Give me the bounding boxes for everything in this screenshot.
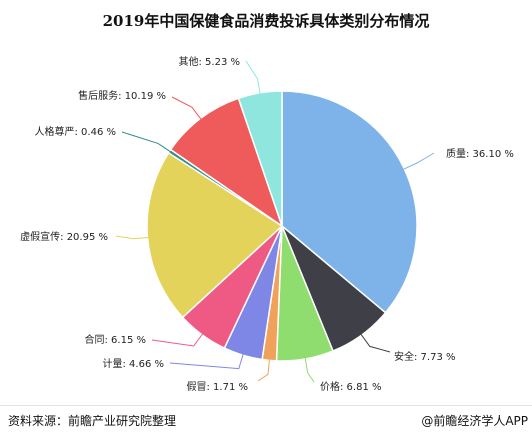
leader-line-10 xyxy=(245,60,262,97)
leader-line-7 xyxy=(115,235,152,240)
slice-label-10: 其他: 5.23 % xyxy=(179,55,241,68)
leader-lines xyxy=(115,60,435,383)
leader-line-4 xyxy=(257,356,271,382)
slice-label-7: 虚假宣传: 20.95 % xyxy=(20,230,108,243)
leader-line-6 xyxy=(151,331,205,347)
pie-slices xyxy=(146,90,418,362)
leader-line-8 xyxy=(121,131,174,154)
slice-label-9: 售后服务: 10.19 % xyxy=(78,89,166,102)
leader-line-3 xyxy=(304,354,315,383)
slice-label-3: 价格: 6.81 % xyxy=(320,380,382,393)
chart-title: 2019年中国保健食品消费投诉具体类别分布情况 xyxy=(103,12,430,30)
leader-line-2 xyxy=(358,331,391,353)
slice-label-6: 合同: 6.15 % xyxy=(85,333,147,346)
leader-line-9 xyxy=(171,96,204,122)
footer-divider xyxy=(0,405,532,406)
source-note: 资料来源：前瞻产业研究院整理 xyxy=(8,414,177,428)
leader-line-5 xyxy=(169,351,245,370)
slice-label-1: 质量: 36.10 % xyxy=(446,148,514,160)
brand-credit: @前瞻经济学人APP xyxy=(421,412,528,429)
slice-label-5: 计量: 4.66 % xyxy=(103,357,165,370)
slice-labels: 质量: 36.10 % 安全: 7.73 % 价格: 6.81 % 假冒: 1.71 … xyxy=(20,55,514,393)
slice-label-4: 假冒: 1.71 % xyxy=(187,380,249,393)
brand-text: @前瞻经济学人APP xyxy=(421,414,528,428)
slice-label-2: 安全: 7.73 % xyxy=(394,350,456,363)
slice-label-8: 人格尊严: 0.46 % xyxy=(35,125,117,138)
leader-line-1 xyxy=(400,152,435,172)
